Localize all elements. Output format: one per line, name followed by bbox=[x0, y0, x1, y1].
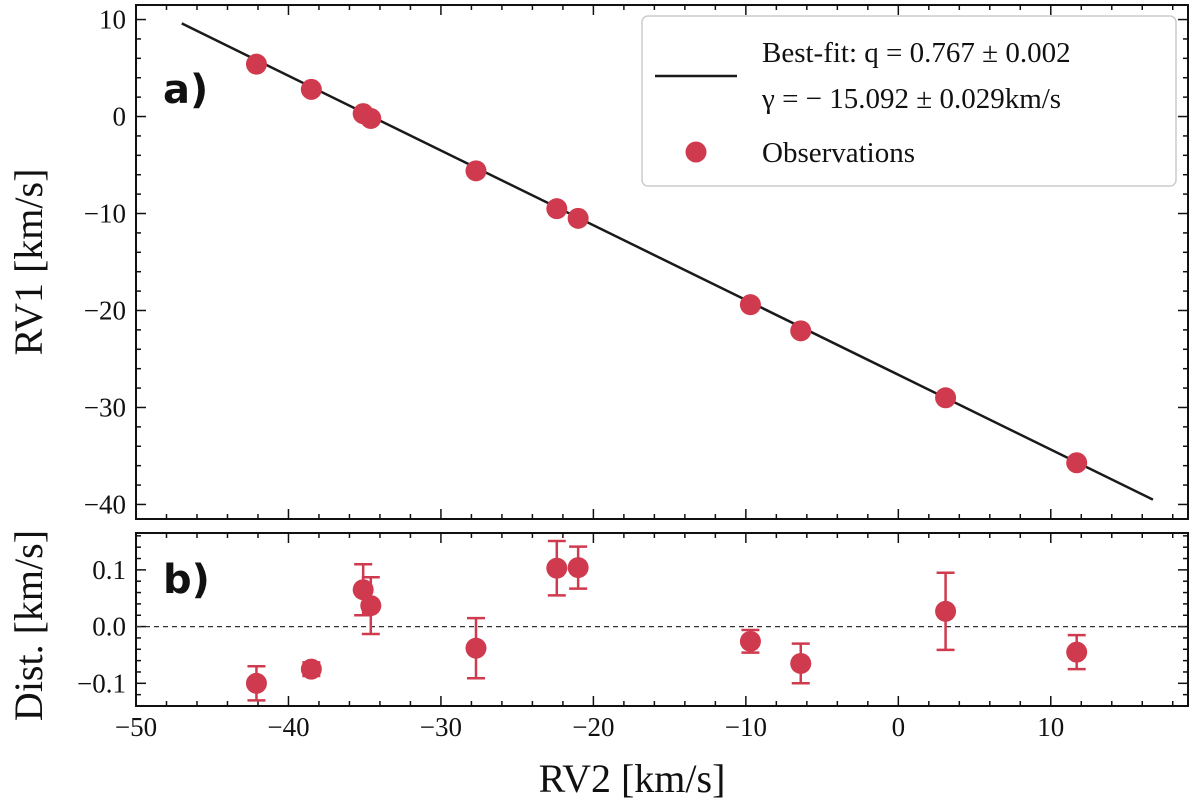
y-tick-label: −40 bbox=[84, 489, 126, 519]
residual-point bbox=[567, 557, 589, 579]
panel-b-y-axis-title: Dist. [km/s] bbox=[6, 530, 51, 721]
y-tick-label: 10 bbox=[99, 5, 126, 35]
panel-b: 0.1 0.0 −0.1 −50 −40 −30 −20 −10 0 10 b) Dist. [… bbox=[6, 530, 1189, 801]
best-fit-line bbox=[181, 22, 1154, 501]
panel-b-ticks bbox=[135, 533, 1188, 707]
residual-point bbox=[245, 672, 267, 694]
x-tick-label: 10 bbox=[1037, 712, 1064, 742]
residual-point bbox=[546, 557, 568, 579]
y-tick-label: 0.0 bbox=[92, 612, 126, 642]
panel-a-frame bbox=[135, 4, 1189, 520]
observation-point bbox=[739, 294, 761, 316]
panel-b-frame bbox=[135, 532, 1189, 707]
panel-a-observation-points bbox=[245, 53, 1088, 474]
x-tick-label: −50 bbox=[115, 712, 157, 742]
legend-box bbox=[641, 15, 1177, 187]
y-tick-label: −10 bbox=[84, 199, 126, 229]
legend-best-fit-label-line-1: Best-fit: q = 0.767 ± 0.002 bbox=[762, 37, 1071, 69]
residual-point bbox=[352, 579, 374, 601]
residual-point bbox=[790, 652, 812, 674]
panel-a-label: a) bbox=[163, 67, 208, 113]
x-tick-label: −20 bbox=[572, 712, 614, 742]
observation-point bbox=[1066, 452, 1088, 474]
y-tick-label: 0 bbox=[113, 102, 127, 132]
observation-point bbox=[546, 198, 568, 220]
panel-b-x-tick-labels: −50 −40 −30 −20 −10 0 10 bbox=[115, 712, 1064, 742]
residual-point bbox=[465, 637, 487, 659]
panel-b-y-tick-labels: 0.1 0.0 −0.1 bbox=[77, 555, 126, 698]
observation-point bbox=[935, 387, 957, 409]
panel-b-label: b) bbox=[163, 557, 210, 603]
x-tick-label: −40 bbox=[267, 712, 309, 742]
panel-b-residual-points bbox=[245, 539, 1088, 702]
legend-observations-label: Observations bbox=[762, 137, 915, 169]
observation-point bbox=[245, 53, 267, 75]
x-axis-title: RV2 [km/s] bbox=[539, 756, 726, 801]
residual-point bbox=[300, 658, 322, 680]
legend-observations-marker bbox=[685, 141, 707, 163]
observation-point bbox=[567, 207, 589, 229]
residual-point bbox=[739, 630, 761, 652]
panel-a-ticks bbox=[135, 5, 1188, 519]
y-tick-label: −30 bbox=[84, 392, 126, 422]
residual-point bbox=[1066, 641, 1088, 663]
observation-point bbox=[300, 78, 322, 100]
observation-point bbox=[790, 320, 812, 342]
x-tick-label: −10 bbox=[725, 712, 767, 742]
x-tick-label: −30 bbox=[420, 712, 462, 742]
panel-a-y-axis-title: RV1 [km/s] bbox=[6, 169, 51, 356]
panel-a: 10 0 −10 −20 −30 −40 a) RV1 [km/s] Best-fit: … bbox=[6, 4, 1189, 520]
residual-point bbox=[360, 595, 382, 617]
observation-point bbox=[360, 107, 382, 129]
y-tick-label: 0.1 bbox=[92, 555, 126, 585]
observation-point bbox=[465, 160, 487, 182]
legend: Best-fit: q = 0.767 ± 0.002 γ = − 15.092… bbox=[641, 15, 1177, 187]
residual-point bbox=[935, 600, 957, 622]
y-tick-label: −0.1 bbox=[77, 668, 126, 698]
y-tick-label: −20 bbox=[84, 295, 126, 325]
legend-best-fit-label-line-2: γ = − 15.092 ± 0.029km/s bbox=[761, 83, 1061, 115]
panel-a-y-tick-labels: 10 0 −10 −20 −30 −40 bbox=[84, 5, 126, 520]
x-tick-label: 0 bbox=[892, 712, 906, 742]
